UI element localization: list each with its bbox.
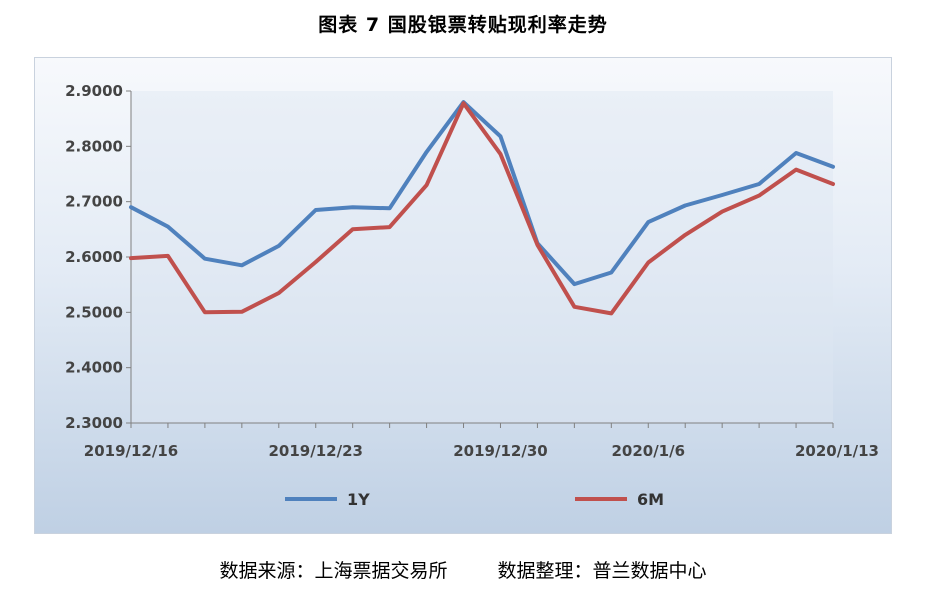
x-tick-label: 2020/1/6: [611, 442, 685, 460]
x-tick-label: 2020/1/13: [795, 442, 879, 460]
figure-title: 图表 7 国股银票转贴现利率走势: [318, 14, 608, 36]
legend-label-1y: 1Y: [347, 490, 370, 509]
legend: 1Y 6M: [285, 490, 664, 509]
chart-frame: 2.9000 2.8000 2.7000 2.6000 2.5000 2.4000 2.30…: [34, 57, 892, 534]
data-compiled-by-text: 数据整理：普兰数据中心: [497, 560, 707, 582]
y-axis: 2.9000 2.8000 2.7000 2.6000 2.5000 2.4000 2.30…: [65, 82, 132, 432]
y-tick-label: 2.7000: [65, 193, 123, 211]
source-note: 数据来源：上海票据交易所 数据整理：普兰数据中心: [0, 556, 926, 583]
y-tick-label: 2.9000: [65, 82, 123, 100]
x-tick-label: 2019/12/23: [269, 442, 363, 460]
series-layer: [129, 100, 835, 316]
line-chart: 2.9000 2.8000 2.7000 2.6000 2.5000 2.4000 2.30…: [65, 82, 879, 509]
x-tick-label: 2019/12/30: [453, 442, 547, 460]
series-line-1y: [129, 100, 835, 287]
x-tick-label: 2019/12/16: [84, 442, 178, 460]
y-tick-label: 2.8000: [65, 137, 123, 155]
y-tick-label: 2.6000: [65, 248, 123, 266]
y-tick-label: 2.5000: [65, 303, 123, 321]
y-tick-label: 2.3000: [65, 414, 123, 432]
data-source-text: 数据来源：上海票据交易所: [219, 560, 448, 582]
legend-label-6m: 6M: [637, 490, 664, 509]
plot-area: [131, 91, 833, 423]
series-line-6m: [129, 101, 835, 316]
x-axis: 2019/12/16 2019/12/23 2019/12/30 2020/1/6 20…: [84, 422, 879, 460]
y-tick-label: 2.4000: [65, 359, 123, 377]
